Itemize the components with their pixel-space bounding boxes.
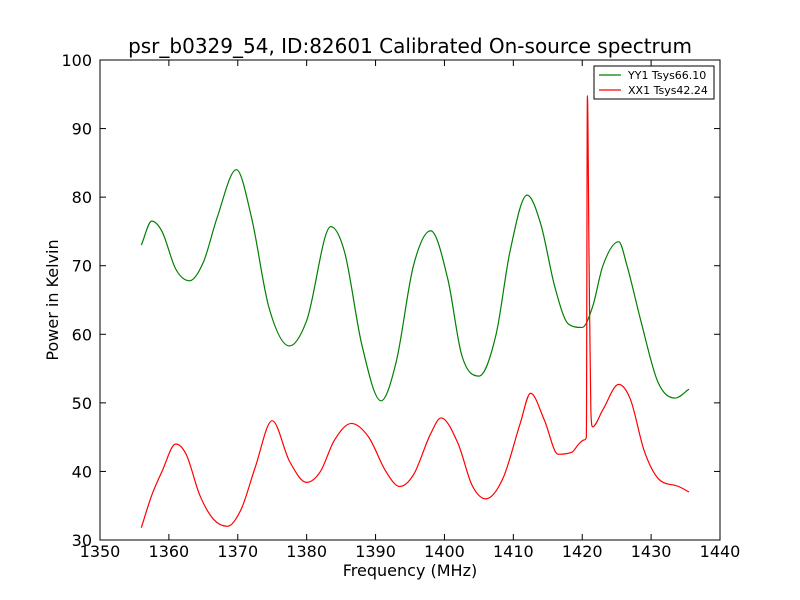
y-tick-label: 70 <box>72 257 92 276</box>
x-tick-label: 1440 <box>700 542 741 561</box>
legend-label-xx1: XX1 Tsys42.24 <box>628 84 708 97</box>
legend-box <box>593 65 715 100</box>
y-tick-label: 100 <box>61 51 92 70</box>
legend: YY1 Tsys66.10 XX1 Tsys42.24 <box>593 65 715 100</box>
y-tick-label: 50 <box>72 394 92 413</box>
y-axis-label: Power in Kelvin <box>43 239 62 360</box>
y-tick-label: 60 <box>72 325 92 344</box>
x-tick-label: 1380 <box>286 542 327 561</box>
x-tick-label: 1350 <box>80 542 121 561</box>
y-tick-label: 80 <box>72 188 92 207</box>
x-tick-label: 1430 <box>631 542 672 561</box>
plot-frame <box>99 59 721 541</box>
legend-label-yy1: YY1 Tsys66.10 <box>627 69 706 82</box>
y-tick-label: 30 <box>72 531 92 550</box>
x-axis-label: Frequency (MHz) <box>343 561 477 580</box>
x-tick-label: 1410 <box>493 542 534 561</box>
chart-title: psr_b0329_54, ID:82601 Calibrated On-sou… <box>128 34 692 58</box>
y-tick-label: 90 <box>72 120 92 139</box>
y-tick-label: 40 <box>72 462 92 481</box>
x-tick-label: 1370 <box>217 542 258 561</box>
series-line-yy1 <box>140 169 690 402</box>
series-line-xx1 <box>140 95 690 528</box>
tick-layer: 1350 1360 1370 1380 1390 1400 1410 1420 1430 1440… <box>61 51 740 561</box>
plot-area: 1350 1360 1370 1380 1390 1400 1410 1420 1430 1440… <box>61 51 740 561</box>
x-tick-label: 1360 <box>149 542 190 561</box>
x-tick-label: 1400 <box>424 542 465 561</box>
x-tick-label: 1390 <box>355 542 396 561</box>
x-tick-label: 1420 <box>562 542 603 561</box>
series-layer <box>140 95 690 528</box>
